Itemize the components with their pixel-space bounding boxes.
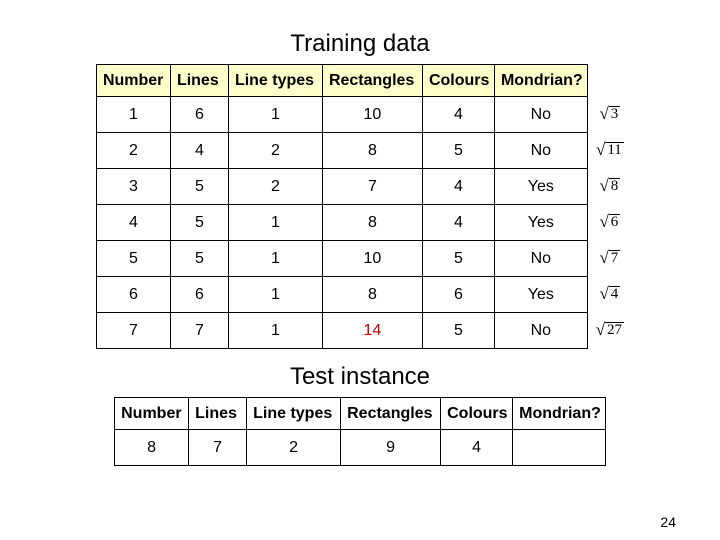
column-header: Mondrian? (513, 398, 606, 430)
training-body: 161104No24285No35274Yes45184Yes551105No6… (96, 97, 587, 349)
page-title: Training data (36, 30, 684, 58)
table-cell: 4 (422, 97, 494, 133)
distance-value: √3 (596, 96, 624, 132)
column-header: Lines (170, 65, 228, 97)
distance-column: √3√11√8√6√7√4√27 (596, 64, 624, 348)
test-table: NumberLinesLine typesRectanglesColoursMo… (114, 397, 606, 466)
training-header-row: NumberLinesLine typesRectanglesColoursMo… (96, 65, 587, 97)
table-cell: 14 (322, 313, 422, 349)
table-cell: 1 (228, 313, 322, 349)
table-cell: 2 (228, 133, 322, 169)
test-header-row: NumberLinesLine typesRectanglesColoursMo… (115, 398, 606, 430)
column-header: Colours (441, 398, 513, 430)
table-cell: No (494, 97, 587, 133)
table-cell: 4 (170, 133, 228, 169)
table-cell (513, 430, 606, 466)
column-header: Number (115, 398, 189, 430)
test-body: 87294 (115, 430, 606, 466)
table-cell: 5 (170, 169, 228, 205)
table-cell: Yes (494, 205, 587, 241)
table-cell: 1 (96, 97, 170, 133)
table-cell: 7 (322, 169, 422, 205)
table-row: 35274Yes (96, 169, 587, 205)
distance-value: √8 (596, 168, 624, 204)
column-header: Lines (189, 398, 247, 430)
table-row: 66186Yes (96, 277, 587, 313)
column-header: Rectangles (341, 398, 441, 430)
table-row: 771145No (96, 313, 587, 349)
table-cell: No (494, 133, 587, 169)
table-cell: No (494, 313, 587, 349)
table-cell: 1 (228, 277, 322, 313)
table-cell: 9 (341, 430, 441, 466)
table-cell: 4 (422, 169, 494, 205)
table-cell: 6 (170, 97, 228, 133)
distance-value: √6 (596, 204, 624, 240)
table-cell: 5 (422, 313, 494, 349)
table-cell: 8 (322, 133, 422, 169)
table-cell: 1 (228, 205, 322, 241)
table-cell: 7 (96, 313, 170, 349)
column-header: Line types (247, 398, 341, 430)
table-row: 87294 (115, 430, 606, 466)
table-cell: Yes (494, 169, 587, 205)
test-table-wrap: NumberLinesLine typesRectanglesColoursMo… (36, 397, 684, 466)
distance-value: √11 (596, 132, 624, 168)
training-table: NumberLinesLine typesRectanglesColoursMo… (96, 64, 588, 349)
table-row: 161104No (96, 97, 587, 133)
table-cell: 4 (96, 205, 170, 241)
test-title: Test instance (36, 363, 684, 391)
table-cell: 10 (322, 97, 422, 133)
table-cell: 10 (322, 241, 422, 277)
table-cell: 7 (170, 313, 228, 349)
table-cell: 2 (247, 430, 341, 466)
table-cell: 4 (422, 205, 494, 241)
column-header: Rectangles (322, 65, 422, 97)
table-cell: 8 (322, 277, 422, 313)
table-cell: 5 (422, 241, 494, 277)
table-cell: 8 (322, 205, 422, 241)
table-cell: No (494, 241, 587, 277)
column-header: Mondrian? (494, 65, 587, 97)
distance-value: √7 (596, 240, 624, 276)
table-cell: 2 (228, 169, 322, 205)
table-row: 45184Yes (96, 205, 587, 241)
page-number: 24 (660, 514, 676, 530)
table-cell: 6 (422, 277, 494, 313)
column-header: Line types (228, 65, 322, 97)
table-cell: 8 (115, 430, 189, 466)
distance-value: √4 (596, 276, 624, 312)
distance-value: √27 (596, 312, 624, 348)
table-cell: Yes (494, 277, 587, 313)
table-cell: 3 (96, 169, 170, 205)
table-cell: 7 (189, 430, 247, 466)
table-cell: 2 (96, 133, 170, 169)
table-cell: 5 (96, 241, 170, 277)
table-cell: 1 (228, 97, 322, 133)
training-table-wrap: NumberLinesLine typesRectanglesColoursMo… (36, 64, 684, 349)
table-cell: 5 (422, 133, 494, 169)
table-cell: 1 (228, 241, 322, 277)
table-row: 551105No (96, 241, 587, 277)
table-cell: 5 (170, 241, 228, 277)
table-cell: 6 (170, 277, 228, 313)
distance-spacer (596, 64, 624, 96)
table-cell: 6 (96, 277, 170, 313)
table-cell: 4 (441, 430, 513, 466)
table-row: 24285No (96, 133, 587, 169)
table-cell: 5 (170, 205, 228, 241)
column-header: Number (96, 65, 170, 97)
column-header: Colours (422, 65, 494, 97)
